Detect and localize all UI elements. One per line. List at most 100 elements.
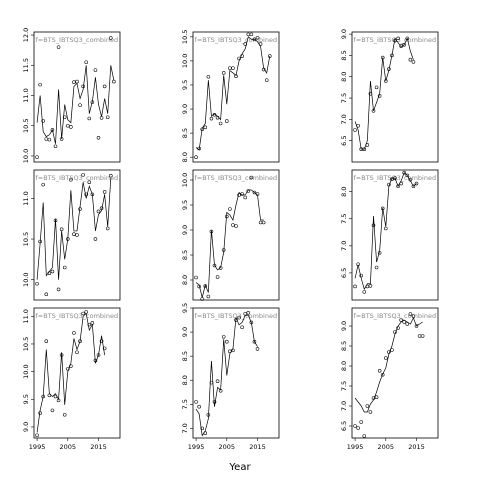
data-point xyxy=(35,155,39,159)
data-point xyxy=(215,379,220,383)
data-point xyxy=(356,426,360,430)
data-point xyxy=(396,36,400,41)
data-point xyxy=(417,334,422,338)
data-point xyxy=(72,331,76,335)
data-point xyxy=(420,334,425,338)
data-point xyxy=(206,413,211,417)
data-point xyxy=(255,192,260,196)
data-point xyxy=(221,248,226,252)
y-tick-label: 11.5 xyxy=(22,58,30,72)
data-point xyxy=(93,237,98,241)
x-tick-label: 2015 xyxy=(90,443,107,451)
y-tick-label: 9.0 xyxy=(181,225,189,235)
data-point xyxy=(234,224,238,228)
data-point xyxy=(84,192,88,197)
x-tick-label: 2005 xyxy=(60,443,77,451)
y-tick-label: 9.0 xyxy=(340,29,348,39)
panel-frame xyxy=(33,307,121,439)
panel-5: f=BTS_IBTSQ3_combined 8.0 8.5 9.0 9.5 10.0 xyxy=(181,169,280,301)
data-point xyxy=(258,220,263,225)
y-tick-label: 8.0 xyxy=(181,275,189,285)
y-tick-label: 9.0 xyxy=(181,327,189,337)
panel-8: f=BTS_IBTSQ3_combined 7.0 7.5 8.0 8.5 9.0 9.5 1… xyxy=(181,303,280,451)
data-point xyxy=(237,315,241,320)
data-point xyxy=(81,84,85,89)
data-point xyxy=(380,55,385,60)
y-tick-label: 11.0 xyxy=(22,88,30,102)
data-point xyxy=(405,36,410,41)
data-point xyxy=(41,394,45,399)
y-tick-label: 10.0 xyxy=(181,54,189,68)
data-point xyxy=(209,116,214,121)
y-tick-label: 6.5 xyxy=(340,421,348,431)
data-point xyxy=(387,67,391,71)
data-point xyxy=(50,408,55,413)
data-point xyxy=(197,146,201,151)
data-point xyxy=(99,206,104,210)
fitted-line xyxy=(195,36,271,151)
data-point xyxy=(206,75,211,79)
data-point xyxy=(62,412,67,417)
data-point xyxy=(218,389,223,393)
data-point xyxy=(231,223,235,227)
data-point xyxy=(396,184,400,189)
data-point xyxy=(200,127,204,132)
y-tick-label: 11.0 xyxy=(22,309,30,323)
y-tick-label: 7.5 xyxy=(340,381,348,391)
data-point xyxy=(109,173,113,178)
fitted-line xyxy=(354,172,417,291)
fitted-line xyxy=(354,317,423,413)
data-point xyxy=(353,424,357,428)
data-point xyxy=(374,85,379,90)
data-point xyxy=(246,189,251,193)
data-point xyxy=(234,74,238,79)
data-point xyxy=(38,239,42,244)
data-point xyxy=(102,190,107,194)
panel-title: f=BTS_IBTSQ3_combined xyxy=(36,312,119,320)
x-tick-label: 1995 xyxy=(347,443,364,451)
data-point xyxy=(90,321,95,325)
y-tick-label: 7.0 xyxy=(181,423,189,433)
y-tick-label: 8.0 xyxy=(340,186,348,196)
panel-frame xyxy=(192,31,280,163)
data-point xyxy=(99,339,104,343)
y-tick-label: 8.5 xyxy=(181,351,189,361)
data-point xyxy=(96,209,101,214)
data-point xyxy=(69,364,73,368)
data-point xyxy=(218,266,223,270)
data-point xyxy=(405,322,410,326)
data-point xyxy=(240,192,244,196)
x-axis-title: Year xyxy=(228,462,251,473)
data-point xyxy=(212,113,217,117)
data-point xyxy=(255,347,260,351)
data-point xyxy=(44,339,49,343)
data-point xyxy=(228,207,232,211)
data-point xyxy=(390,53,394,58)
panel-frame xyxy=(351,169,439,301)
data-point xyxy=(75,79,79,84)
data-point xyxy=(240,54,244,58)
data-point xyxy=(194,275,198,280)
data-point xyxy=(93,68,98,72)
data-point xyxy=(87,180,92,184)
data-point xyxy=(240,325,244,330)
data-point xyxy=(362,290,367,294)
data-point xyxy=(203,125,208,130)
y-tick-label: 9.5 xyxy=(181,80,189,90)
data-point xyxy=(252,190,257,195)
data-point xyxy=(78,207,82,211)
panel-frame xyxy=(192,307,280,439)
y-tick-label: 6.5 xyxy=(340,268,348,278)
data-point xyxy=(212,400,217,404)
panel-frame xyxy=(192,169,280,301)
data-point xyxy=(264,78,269,82)
data-point xyxy=(206,294,211,299)
data-point xyxy=(368,410,373,414)
y-tick-label: 7.5 xyxy=(340,93,348,103)
data-point xyxy=(380,206,385,211)
panel-title: f=BTS_IBTSQ3_combined xyxy=(36,36,119,44)
data-point xyxy=(197,284,201,289)
